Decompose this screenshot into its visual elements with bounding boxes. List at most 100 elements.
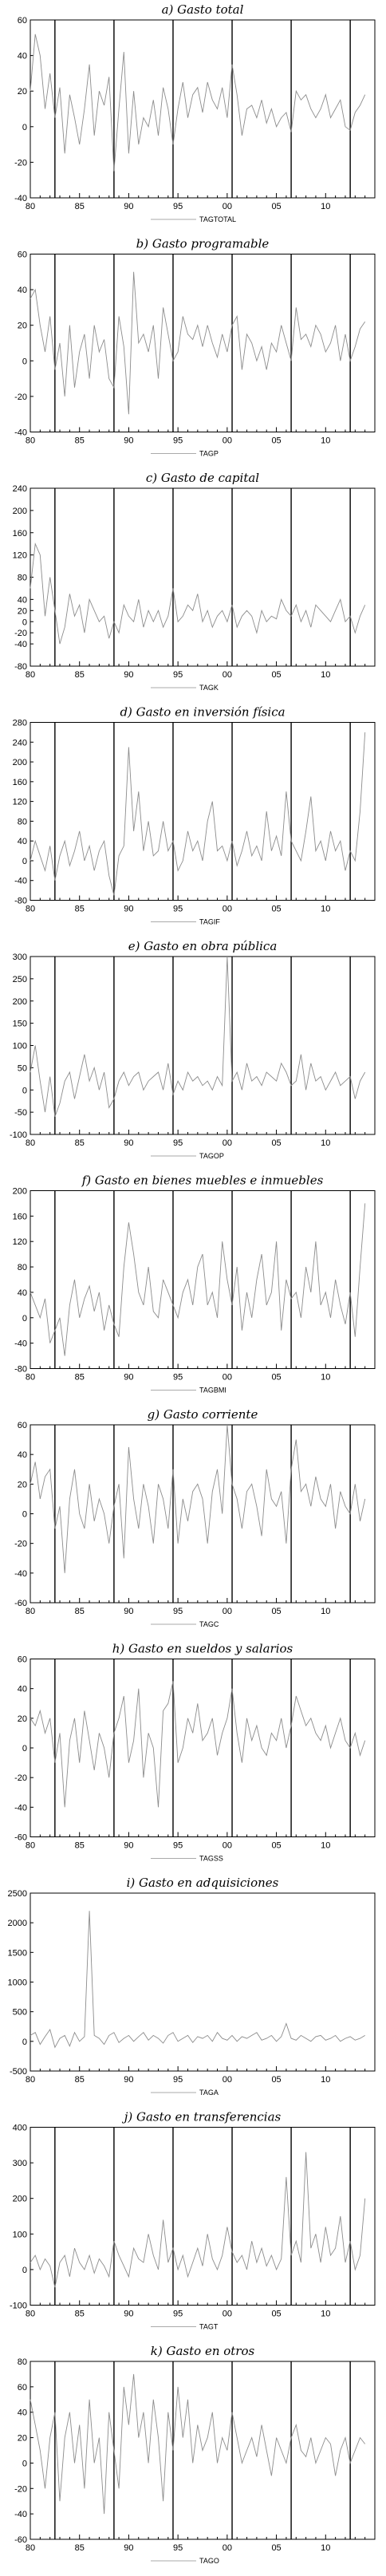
y-tick-label: 80 <box>18 2357 27 2367</box>
y-tick-label: 200 <box>13 997 27 1007</box>
x-tick-label: 95 <box>173 436 183 446</box>
y-tick-label: 20 <box>18 2434 27 2444</box>
y-tick-label: 250 <box>13 975 27 984</box>
y-tick-label: 120 <box>13 1237 27 1247</box>
x-tick-label: 95 <box>173 2075 183 2085</box>
x-tick-label: 80 <box>26 1138 35 1148</box>
x-tick-label: 00 <box>223 202 232 211</box>
y-tick-label: 0 <box>22 1086 27 1095</box>
x-tick-label: 00 <box>223 2543 232 2553</box>
series-line <box>30 34 366 172</box>
y-tick-label: 20 <box>18 1480 27 1489</box>
y-tick-label: 200 <box>13 2195 27 2204</box>
y-tick-label: 0 <box>22 357 27 366</box>
y-tick-label: 0 <box>22 1510 27 1520</box>
x-tick-label: 85 <box>75 2543 85 2553</box>
y-tick-label: 60 <box>18 1421 27 1430</box>
y-tick-label: -40 <box>14 1803 27 1813</box>
plot-frame <box>30 1424 376 1604</box>
series-line <box>30 1681 366 1808</box>
x-tick-label: 10 <box>321 1373 330 1383</box>
chart-title: g) Gasto corriente <box>148 1407 258 1422</box>
x-tick-label: 10 <box>321 436 330 446</box>
chart-panel: a) Gasto total -40 -20 0 20 40 60 80 85 90 95 00 05 1… <box>14 2 376 223</box>
plot-frame <box>30 487 376 667</box>
y-tick-label: -80 <box>14 662 27 672</box>
y-tick-label: 40 <box>18 1685 27 1694</box>
y-tick-label: 0 <box>22 2459 27 2468</box>
x-tick-label: 05 <box>271 1373 281 1383</box>
y-tick-label: 80 <box>18 574 27 583</box>
legend-label: TAGP <box>199 450 219 458</box>
y-tick-label: 500 <box>13 2008 27 2018</box>
y-tick-label: 2500 <box>8 1889 27 1899</box>
y-tick-label: 0 <box>22 2038 27 2047</box>
chart-panel: k) Gasto en otros -60 -40 -20 0 20 40 60 80 80 85 9… <box>14 2344 376 2565</box>
plot-frame <box>30 722 376 901</box>
x-tick-label: 00 <box>223 670 232 680</box>
y-tick-label: 80 <box>18 1263 27 1272</box>
x-tick-label: 05 <box>271 2543 281 2553</box>
chart-panel: j) Gasto en transferencias -100 0 100 200 300… <box>10 2110 376 2331</box>
chart-title: d) Gasto en inversión física <box>120 705 285 720</box>
x-tick-label: 85 <box>75 2310 85 2319</box>
x-tick-label: 80 <box>26 2543 35 2553</box>
y-tick-label: -20 <box>14 158 27 168</box>
y-tick-label: 280 <box>13 719 27 728</box>
y-tick-label: 20 <box>18 87 27 97</box>
y-tick-label: -80 <box>14 1365 27 1375</box>
x-tick-label: 90 <box>124 2075 133 2085</box>
y-tick-label: -60 <box>14 1833 27 1843</box>
x-tick-label: 05 <box>271 2310 281 2319</box>
series-line <box>30 542 366 645</box>
series-line <box>30 1424 366 1573</box>
x-tick-label: 05 <box>271 1841 281 1851</box>
x-tick-label: 00 <box>223 1373 232 1383</box>
x-tick-label: 00 <box>223 1841 232 1851</box>
chart-panel: h) Gasto en sueldos y salarios -60 -40 -20 0… <box>14 1642 376 1863</box>
legend-label: TAGBMI <box>199 1387 226 1395</box>
x-tick-label: 95 <box>173 905 183 914</box>
x-tick-label: 10 <box>321 905 330 914</box>
y-tick-label: -40 <box>14 2510 27 2519</box>
y-tick-label: 160 <box>13 529 27 538</box>
x-tick-label: 10 <box>321 2543 330 2553</box>
x-tick-label: 05 <box>271 905 281 914</box>
x-tick-label: 85 <box>75 202 85 211</box>
legend-label: TAGC <box>199 1620 219 1628</box>
y-tick-label: -20 <box>14 629 27 638</box>
chart-title: k) Gasto en otros <box>151 2344 255 2358</box>
x-tick-label: 90 <box>124 1138 133 1148</box>
x-tick-label: 80 <box>26 202 35 211</box>
y-tick-label: 40 <box>18 1450 27 1460</box>
series-line <box>30 1911 365 2049</box>
x-tick-label: 95 <box>173 2310 183 2319</box>
chart-panel: e) Gasto en obra pública-100-50050100150… <box>10 939 376 1160</box>
y-tick-label: 160 <box>13 1212 27 1221</box>
x-tick-label: 85 <box>75 1138 85 1148</box>
x-tick-label: 80 <box>26 2310 35 2319</box>
y-tick-label: 240 <box>13 484 27 494</box>
x-tick-label: 95 <box>173 670 183 680</box>
plot-frame <box>30 254 376 432</box>
y-tick-label: 40 <box>18 52 27 61</box>
x-tick-label: 85 <box>75 436 85 446</box>
y-tick-label: 2000 <box>8 1919 27 1928</box>
y-tick-label: -500 <box>10 2067 27 2077</box>
y-tick-label: 400 <box>13 2124 27 2133</box>
y-tick-label: 200 <box>13 758 27 767</box>
series-line <box>30 271 366 415</box>
y-tick-label: 0 <box>22 617 27 627</box>
chart-title: c) Gasto de capital <box>146 471 259 485</box>
y-tick-label: 100 <box>13 2230 27 2239</box>
plot-frame <box>30 1190 376 1369</box>
y-tick-label: -40 <box>14 194 27 203</box>
y-tick-label: 20 <box>18 322 27 331</box>
x-tick-label: 00 <box>223 905 232 914</box>
x-tick-label: 10 <box>321 2310 330 2319</box>
y-tick-label: 60 <box>18 1655 27 1665</box>
plot-frame <box>30 1659 376 1837</box>
x-tick-label: 05 <box>271 2075 281 2085</box>
